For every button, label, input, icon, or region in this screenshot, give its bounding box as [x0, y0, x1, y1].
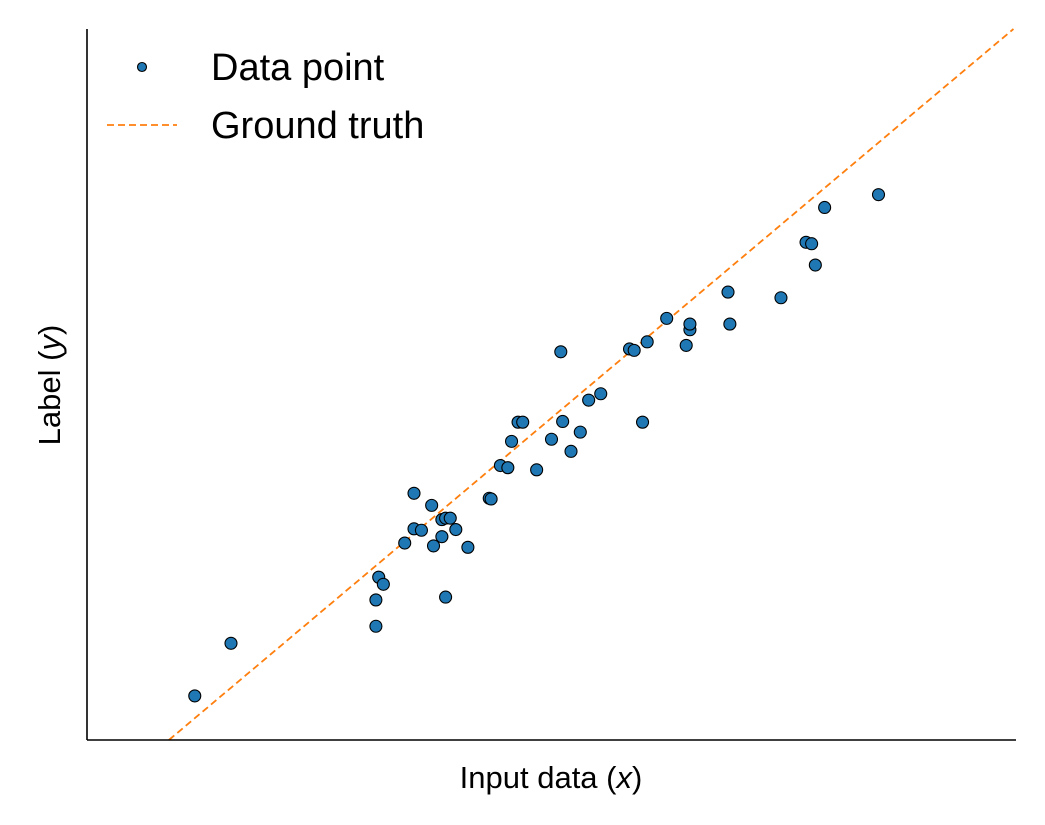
data-point-36 [627, 343, 641, 357]
data-point-7 [398, 536, 412, 550]
legend: Data point Ground truth [107, 47, 424, 147]
data-point-24 [505, 434, 519, 448]
data-point-33 [582, 393, 596, 407]
legend-label-data-point: Data point [211, 47, 385, 89]
plot-area [168, 28, 1015, 741]
y-axis-label: Label (y) [32, 325, 67, 446]
data-point-29 [554, 345, 568, 359]
data-point-19 [461, 540, 475, 554]
data-point-18 [449, 522, 463, 537]
data-point-13 [435, 530, 449, 544]
data-point-9 [414, 523, 428, 537]
data-point-48 [808, 258, 822, 272]
data-point-49 [818, 200, 832, 215]
ground-truth-line [168, 28, 1015, 741]
data-point-23 [501, 461, 515, 475]
data-point-26 [516, 415, 530, 429]
data-points [188, 188, 886, 703]
legend-marker-data-point [136, 61, 148, 73]
data-point-12 [425, 498, 439, 512]
data-point-17 [443, 511, 457, 525]
data-point-38 [640, 335, 654, 349]
data-point-31 [564, 444, 578, 458]
data-point-16 [439, 590, 453, 604]
data-point-27 [530, 463, 544, 477]
data-point-43 [721, 285, 735, 299]
data-point-32 [573, 425, 587, 439]
legend-entry-data-point: Data point [136, 47, 385, 89]
data-point-44 [723, 317, 737, 331]
data-point-40 [679, 338, 693, 352]
data-point-50 [871, 188, 886, 202]
data-point-34 [594, 387, 608, 401]
data-point-21 [484, 492, 498, 506]
data-point-39 [660, 311, 674, 325]
data-point-2 [224, 636, 238, 650]
data-point-42 [683, 317, 697, 331]
data-point-3 [369, 619, 383, 633]
legend-label-ground-truth: Ground truth [211, 105, 424, 147]
data-point-47 [805, 237, 819, 251]
x-axis-label: Input data (x) [460, 760, 643, 795]
data-point-4 [369, 593, 383, 607]
data-point-11 [426, 539, 441, 553]
data-point-28 [544, 432, 559, 446]
data-point-10 [407, 486, 421, 500]
legend-entry-ground-truth: Ground truth [107, 105, 424, 147]
data-point-37 [635, 415, 650, 429]
data-point-1 [188, 689, 202, 703]
data-point-45 [774, 291, 788, 305]
data-point-30 [556, 414, 570, 429]
data-point-6 [376, 577, 390, 591]
